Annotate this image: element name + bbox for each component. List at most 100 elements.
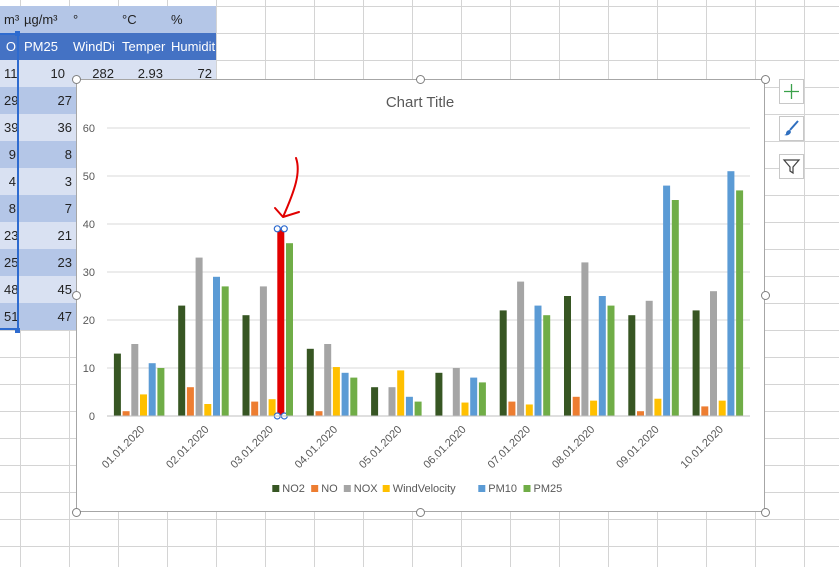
legend-label[interactable]: WindVelocity: [393, 483, 456, 495]
legend-swatch[interactable]: [311, 485, 319, 492]
bar[interactable]: [581, 262, 589, 416]
legend-label[interactable]: NOX: [354, 483, 379, 495]
data-cell[interactable]: 21: [20, 222, 76, 249]
bar[interactable]: [435, 372, 443, 416]
data-cell[interactable]: 11: [0, 60, 20, 87]
bar[interactable]: [332, 367, 340, 416]
data-cell[interactable]: 8: [0, 195, 20, 222]
selection-handle[interactable]: [15, 328, 20, 333]
chart-elements-button[interactable]: [779, 79, 804, 104]
bar[interactable]: [397, 370, 405, 416]
resize-handle-bottom-right[interactable]: [761, 508, 770, 517]
bar[interactable]: [350, 377, 358, 416]
legend-swatch[interactable]: [478, 485, 486, 492]
data-cell[interactable]: 27: [20, 87, 76, 114]
data-cell[interactable]: 10: [20, 60, 69, 87]
chart-area[interactable]: Chart Title 0 10 20 30 40 50 60 01.01.2020 02.0…: [76, 79, 765, 512]
bar[interactable]: [727, 171, 735, 416]
data-cell[interactable]: 39: [0, 114, 20, 141]
bar[interactable]: [607, 305, 615, 416]
data-cell[interactable]: 45: [20, 276, 76, 303]
chart-filters-button[interactable]: [779, 154, 804, 179]
header-cell[interactable]: Temper: [118, 33, 167, 60]
selected-bar[interactable]: [277, 228, 285, 416]
bar[interactable]: [478, 382, 486, 416]
unit-cell[interactable]: %: [167, 6, 216, 33]
bar[interactable]: [405, 396, 413, 416]
bar[interactable]: [242, 315, 250, 416]
chart-styles-button[interactable]: [779, 116, 804, 141]
bar[interactable]: [508, 401, 516, 416]
bar[interactable]: [140, 394, 147, 416]
unit-cell[interactable]: m³: [0, 6, 20, 33]
resize-handle-top-center[interactable]: [416, 75, 425, 84]
bar[interactable]: [324, 344, 332, 416]
legend-swatch[interactable]: [382, 485, 390, 492]
chart-title[interactable]: Chart Title: [386, 94, 454, 111]
bar[interactable]: [499, 310, 507, 416]
data-cell[interactable]: 23: [20, 249, 76, 276]
bars[interactable]: [113, 171, 744, 420]
bar[interactable]: [251, 401, 259, 416]
bar[interactable]: [710, 291, 717, 416]
bar[interactable]: [268, 399, 276, 416]
bar[interactable]: [654, 398, 662, 416]
bar[interactable]: [341, 372, 349, 416]
bar[interactable]: [645, 300, 653, 416]
bar[interactable]: [131, 344, 139, 416]
bar[interactable]: [590, 400, 598, 416]
bar[interactable]: [671, 200, 679, 416]
unit-cell[interactable]: °C: [118, 6, 167, 33]
bar-selection-handle[interactable]: [273, 225, 281, 233]
bar[interactable]: [470, 377, 478, 416]
legend-swatch[interactable]: [523, 485, 531, 492]
bar[interactable]: [663, 185, 671, 416]
bar[interactable]: [286, 243, 293, 416]
data-cell[interactable]: 48: [0, 276, 20, 303]
chart-svg[interactable]: Chart Title 0 10 20 30 40 50 60 01.01.2020 02.0…: [77, 80, 764, 511]
header-cell[interactable]: Humidit: [167, 33, 216, 60]
bar[interactable]: [213, 276, 220, 416]
bar[interactable]: [598, 296, 606, 416]
data-cell[interactable]: 4: [0, 168, 20, 195]
data-cell[interactable]: 47: [20, 303, 76, 330]
bar[interactable]: [371, 387, 379, 416]
resize-handle-top-right[interactable]: [761, 75, 770, 84]
data-cell[interactable]: 3: [20, 168, 76, 195]
resize-handle-top-left[interactable]: [72, 75, 81, 84]
bar[interactable]: [113, 353, 121, 416]
bar[interactable]: [195, 257, 203, 416]
bar[interactable]: [572, 396, 580, 416]
bar-selection-handle[interactable]: [280, 225, 288, 233]
bar[interactable]: [221, 286, 229, 416]
data-cell[interactable]: 25: [0, 249, 20, 276]
legend-swatch[interactable]: [272, 485, 280, 492]
bar[interactable]: [157, 368, 165, 416]
bar[interactable]: [628, 315, 636, 416]
unit-cell[interactable]: °: [69, 6, 118, 33]
resize-handle-middle-right[interactable]: [761, 291, 770, 300]
bar[interactable]: [637, 411, 644, 416]
bar[interactable]: [414, 401, 422, 416]
bar[interactable]: [525, 404, 533, 416]
data-cell[interactable]: 51: [0, 303, 20, 330]
legend[interactable]: NO2 NO NOX WindVelocity PM10 PM25: [272, 483, 562, 495]
data-cell[interactable]: 23: [0, 222, 20, 249]
legend-label[interactable]: PM25: [534, 483, 563, 495]
bar[interactable]: [461, 402, 469, 416]
bar[interactable]: [543, 315, 551, 416]
header-cell[interactable]: WindDi: [69, 33, 118, 60]
bar[interactable]: [534, 305, 542, 416]
bar[interactable]: [306, 348, 314, 416]
bar[interactable]: [148, 363, 156, 416]
data-cell[interactable]: 7: [20, 195, 76, 222]
bar[interactable]: [315, 411, 323, 416]
bar[interactable]: [517, 281, 525, 416]
bar[interactable]: [259, 286, 267, 416]
bar[interactable]: [692, 310, 700, 416]
header-cell[interactable]: PM25: [20, 33, 69, 60]
bar[interactable]: [564, 296, 571, 416]
legend-label[interactable]: NO: [321, 483, 338, 495]
unit-cell[interactable]: µg/m³: [20, 6, 69, 33]
data-cell[interactable]: 9: [0, 141, 20, 168]
